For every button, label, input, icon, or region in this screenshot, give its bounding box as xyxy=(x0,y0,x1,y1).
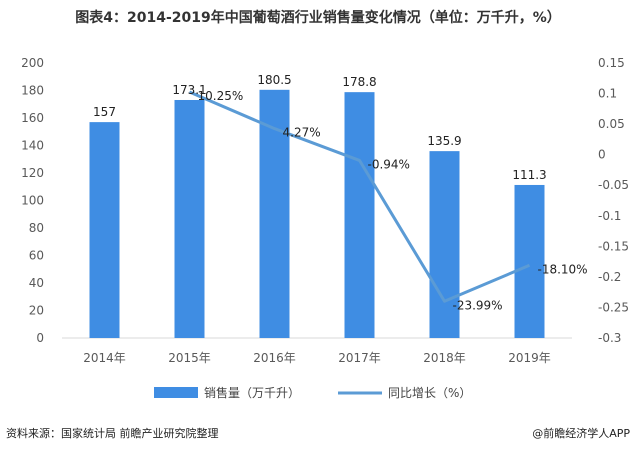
right-axis-tick-label: 0.15 xyxy=(598,56,625,70)
bar-2015年 xyxy=(174,99,205,338)
left-axis-tick-label: 80 xyxy=(29,221,44,235)
legend-bar-label: 销售量（万千升） xyxy=(204,385,300,400)
bar-2019年 xyxy=(514,184,545,338)
chart-title: 图表4：2014-2019年中国葡萄酒行业销售量变化情况（单位：万千升，%） xyxy=(75,10,561,26)
left-axis-tick-label: 0 xyxy=(36,331,44,345)
right-axis-tick-label: -0.2 xyxy=(598,270,621,284)
line-value-label: -0.94% xyxy=(368,157,410,171)
bar-value-label: 173.1 xyxy=(172,83,206,97)
line-value-label: -23.99% xyxy=(453,298,503,312)
left-axis-tick-label: 60 xyxy=(29,249,44,263)
right-axis-tick-label: -0.3 xyxy=(598,331,621,345)
bar-value-label: 111.3 xyxy=(512,168,546,182)
left-axis-tick-label: 140 xyxy=(21,139,44,153)
left-y-axis: 0 20 40 60 80 100 120 140 160 180 200 xyxy=(21,56,44,345)
legend: 销售量（万千升） 同比增长（%） xyxy=(154,385,471,400)
source-note: 资料来源：国家统计局 前瞻产业研究院整理 xyxy=(6,427,219,440)
bar-2014年 xyxy=(89,122,120,338)
bar-value-label: 135.9 xyxy=(427,134,461,148)
x-axis: 2014年 2015年 2016年 2017年 2018年 2019年 xyxy=(62,337,572,365)
x-axis-tick-label: 2019年 xyxy=(508,351,551,365)
right-axis-tick-label: 0.1 xyxy=(598,87,617,101)
brand-credit: @前瞻经济学人APP xyxy=(532,427,630,440)
right-axis-tick-label: 0 xyxy=(598,148,606,162)
right-axis-tick-label: -0.25 xyxy=(598,300,629,314)
bar-value-label: 178.8 xyxy=(342,75,376,89)
left-axis-tick-label: 120 xyxy=(21,166,44,180)
bar-2017年 xyxy=(344,92,375,339)
x-axis-tick-label: 2014年 xyxy=(83,351,126,365)
right-axis-tick-label: -0.15 xyxy=(598,239,629,253)
right-y-axis: -0.3 -0.25 -0.2 -0.15 -0.1 -0.05 0 0.05 0.1 0.15 xyxy=(598,56,629,345)
x-axis-tick-label: 2018年 xyxy=(423,351,466,365)
bar-series xyxy=(89,89,545,339)
left-axis-tick-label: 160 xyxy=(21,111,44,125)
line-value-label: 4.27% xyxy=(283,126,321,140)
left-axis-tick-label: 200 xyxy=(21,56,44,70)
line-value-label: 10.25% xyxy=(198,89,244,103)
data-labels: 157 173.1 180.5 178.8 135.9 111.3 10.25% 4.27% -… xyxy=(93,73,588,312)
x-axis-tick-label: 2016年 xyxy=(253,351,296,365)
bar-value-label: 180.5 xyxy=(257,73,291,87)
line-series xyxy=(188,90,531,303)
left-axis-tick-label: 180 xyxy=(21,84,44,98)
left-axis-tick-label: 40 xyxy=(29,276,44,290)
footer: 资料来源：国家统计局 前瞻产业研究院整理 @前瞻经济学人APP xyxy=(0,425,636,447)
legend-line-label: 同比增长（%） xyxy=(388,386,471,400)
x-axis-tick-label: 2015年 xyxy=(168,351,211,365)
bar-value-label: 157 xyxy=(93,105,116,119)
left-axis-tick-label: 100 xyxy=(21,194,44,208)
left-axis-tick-label: 20 xyxy=(29,304,44,318)
right-axis-tick-label: -0.05 xyxy=(598,178,629,192)
right-axis-tick-label: -0.1 xyxy=(598,209,621,223)
right-axis-tick-label: 0.05 xyxy=(598,117,625,131)
legend-bar-swatch xyxy=(154,387,198,398)
x-axis-tick-label: 2017年 xyxy=(338,351,381,365)
bar-2018年 xyxy=(429,151,460,338)
growth-line xyxy=(188,90,531,303)
line-value-label: -18.10% xyxy=(538,262,588,276)
